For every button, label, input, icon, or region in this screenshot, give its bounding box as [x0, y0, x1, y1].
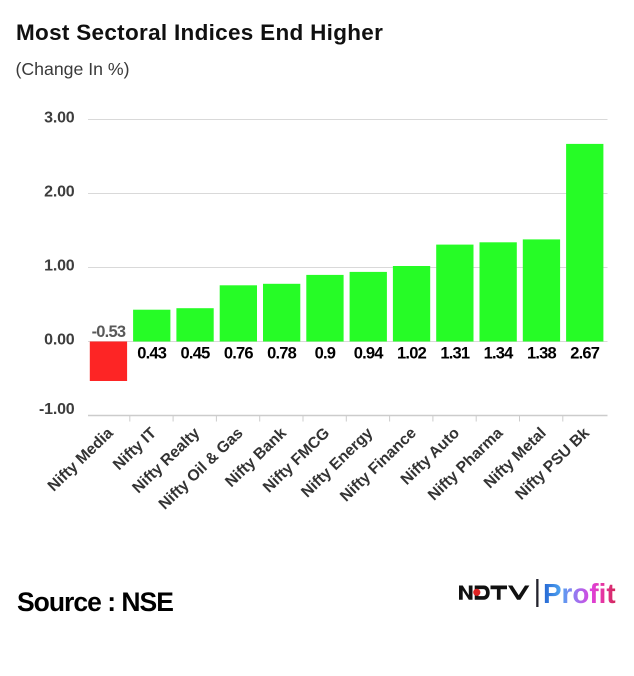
svg-text:0.9: 0.9 — [315, 345, 336, 363]
svg-text:0.78: 0.78 — [267, 345, 297, 363]
svg-text:0.94: 0.94 — [354, 345, 385, 363]
svg-text:1.34: 1.34 — [484, 345, 515, 363]
svg-text:-1.00: -1.00 — [39, 401, 75, 418]
svg-text:1.31: 1.31 — [440, 345, 470, 363]
svg-text:Nifty PSU Bk: Nifty PSU Bk — [512, 424, 593, 503]
svg-text:-0.53: -0.53 — [92, 323, 126, 341]
svg-text:0.45: 0.45 — [181, 345, 211, 363]
svg-text:Nifty Pharma: Nifty Pharma — [425, 424, 507, 504]
svg-text:1.00: 1.00 — [44, 258, 75, 275]
svg-text:1.02: 1.02 — [397, 345, 427, 363]
svg-text:0.00: 0.00 — [44, 332, 75, 349]
svg-text:0.43: 0.43 — [137, 345, 167, 363]
svg-text:1.38: 1.38 — [527, 345, 557, 363]
svg-text:0.76: 0.76 — [224, 345, 254, 363]
svg-text:2.00: 2.00 — [44, 184, 75, 201]
svg-text:Nifty Finance: Nifty Finance — [337, 424, 420, 505]
svg-text:2.67: 2.67 — [570, 345, 600, 363]
svg-text:3.00: 3.00 — [44, 110, 75, 127]
svg-text:Nifty Media: Nifty Media — [45, 424, 117, 495]
